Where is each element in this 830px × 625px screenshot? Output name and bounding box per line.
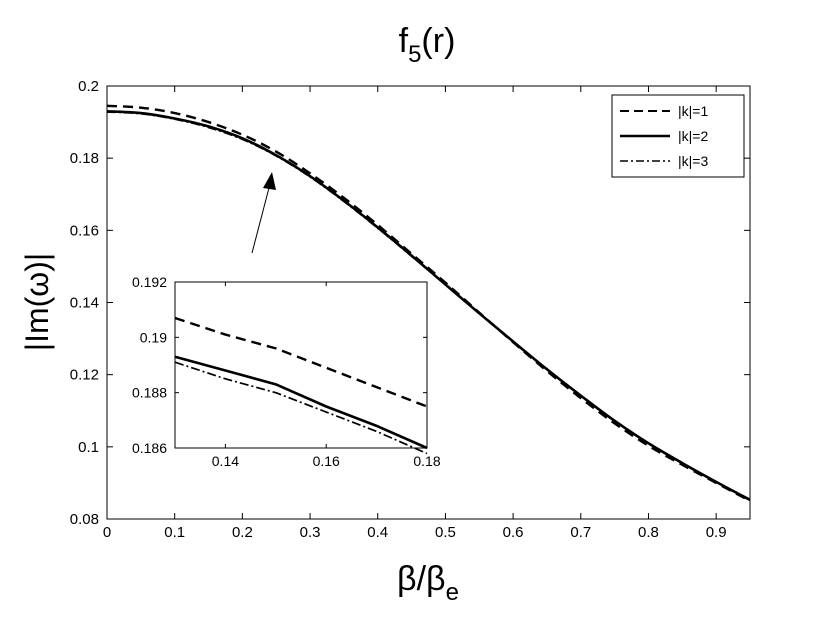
main-y-tick-label: 0.18 bbox=[70, 150, 99, 167]
x-axis-label: β/βe bbox=[397, 560, 459, 606]
inset-y-tick-label: 0.192 bbox=[132, 274, 167, 290]
main-series-line-k2 bbox=[106, 109, 751, 502]
chart-title: f5(r) bbox=[399, 22, 456, 68]
inset-series-line-k2 bbox=[174, 355, 428, 450]
chart-title-subscript: 5 bbox=[408, 41, 421, 68]
inset-x-tick-label: 0.16 bbox=[313, 453, 340, 469]
legend-label-k3: |k|=3 bbox=[678, 153, 708, 169]
main-series-group bbox=[106, 104, 751, 503]
inset-y-tick-label: 0.186 bbox=[132, 440, 167, 456]
main-x-tick-label: 0.9 bbox=[706, 524, 727, 541]
main-x-tick-label: 0.4 bbox=[367, 524, 388, 541]
main-x-tick-label: 0.3 bbox=[300, 524, 321, 541]
main-y-tick-label: 0.1 bbox=[78, 439, 99, 456]
inset-plot-frame bbox=[174, 281, 428, 449]
main-x-tick-label: 0.6 bbox=[503, 524, 524, 541]
main-axis-ticks: 0 0.1 0.2 0.3 0.4 0.5 0.6 0.7 0.8 0.9 0.08 0.1 0.12 0… bbox=[70, 78, 750, 541]
annotation-arrow-head bbox=[263, 172, 276, 190]
inset-series-group bbox=[174, 316, 428, 455]
inset-y-tick-label: 0.19 bbox=[140, 329, 167, 345]
main-series-line-k1 bbox=[106, 104, 751, 503]
inset-x-tick-label: 0.18 bbox=[413, 453, 440, 469]
main-x-tick-label: 0.7 bbox=[570, 524, 591, 541]
main-y-tick-label: 0.12 bbox=[70, 367, 99, 384]
inset-axis-ticks: 0.14 0.16 0.18 0.186 0.188 0.19 0.192 bbox=[132, 274, 441, 469]
chart-title-main: f bbox=[399, 22, 409, 60]
inset-x-tick-label: 0.14 bbox=[212, 453, 239, 469]
main-x-tick-label: 0.8 bbox=[638, 524, 659, 541]
main-x-tick-label: 0.5 bbox=[435, 524, 456, 541]
main-x-tick-label: 0.1 bbox=[164, 524, 185, 541]
main-series-line-k3 bbox=[106, 111, 751, 501]
inset-series-line-k1 bbox=[174, 316, 428, 408]
y-axis-label: |Im(ω)| bbox=[19, 253, 55, 351]
legend-label-k1: |k|=1 bbox=[678, 103, 708, 119]
x-axis-label-subscript: e bbox=[446, 579, 459, 606]
main-x-tick-label: 0 bbox=[103, 524, 111, 541]
main-y-tick-label: 0.16 bbox=[70, 222, 99, 239]
inset-plot-background bbox=[175, 282, 427, 448]
main-y-tick-label: 0.08 bbox=[70, 511, 99, 528]
inset-series-line-k3 bbox=[174, 361, 428, 455]
legend: |k|=1 |k|=2 |k|=3 bbox=[611, 94, 745, 178]
legend-label-k2: |k|=2 bbox=[678, 128, 708, 144]
chart-title-suffix: (r) bbox=[421, 22, 455, 60]
main-x-tick-label: 0.2 bbox=[232, 524, 253, 541]
main-y-tick-label: 0.2 bbox=[78, 78, 99, 95]
annotation-arrow-shaft bbox=[251, 183, 271, 254]
main-y-tick-label: 0.14 bbox=[70, 295, 99, 312]
x-axis-label-main: β/β bbox=[397, 560, 446, 598]
inset-y-tick-label: 0.188 bbox=[132, 385, 167, 401]
annotation-arrow bbox=[251, 172, 276, 254]
